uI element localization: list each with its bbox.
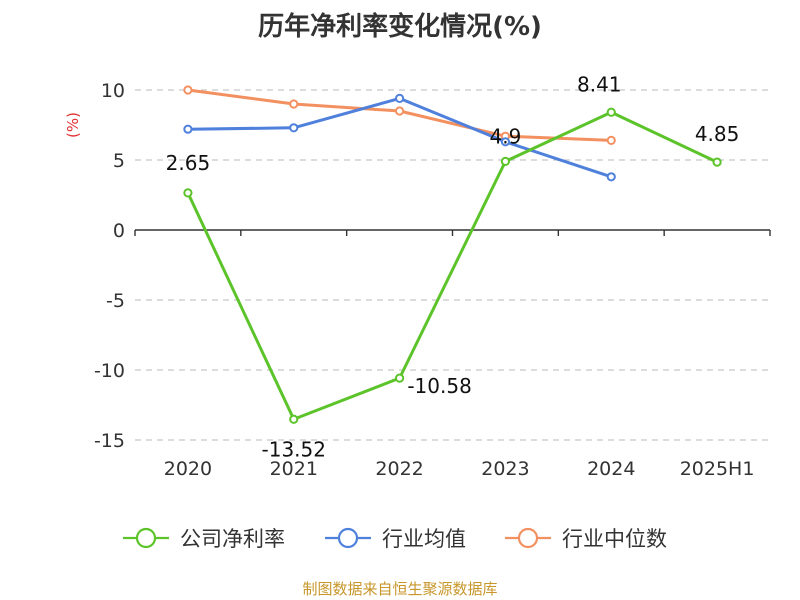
data-label: -13.52 xyxy=(262,437,326,461)
x-tick-label: 2025H1 xyxy=(680,458,755,480)
source-footer: 制图数据来自恒生聚源数据库 xyxy=(302,580,498,598)
data-point xyxy=(289,123,299,133)
data-point xyxy=(394,106,405,116)
y-tick-label: 0 xyxy=(113,220,125,242)
y-axis-label: (%) xyxy=(64,112,82,138)
y-tick-label: 10 xyxy=(101,80,125,102)
data-point xyxy=(606,107,616,117)
chart-title: 历年净利率变化情况(%) xyxy=(258,12,542,42)
legend-marker xyxy=(337,527,359,549)
data-label: 2.65 xyxy=(166,151,211,175)
y-tick-label: 5 xyxy=(113,150,125,172)
y-tick-label: -5 xyxy=(106,290,125,312)
data-point xyxy=(183,124,193,134)
x-tick-label: 2020 xyxy=(164,458,212,480)
data-point xyxy=(712,157,722,167)
x-tick-label: 2023 xyxy=(481,458,529,480)
legend-label: 行业均值 xyxy=(382,527,466,551)
x-tick-label: 2022 xyxy=(375,458,423,480)
legend-marker xyxy=(135,527,157,549)
data-point xyxy=(394,93,405,104)
legend-label: 公司净利率 xyxy=(180,527,285,551)
y-tick-label: -15 xyxy=(94,430,125,452)
y-tick-label: -10 xyxy=(94,360,125,382)
data-point xyxy=(500,137,511,147)
data-point xyxy=(183,188,193,198)
series-line xyxy=(186,110,718,421)
data-label: 8.41 xyxy=(577,72,622,96)
data-point xyxy=(183,85,193,95)
data-point xyxy=(289,99,299,109)
legend-marker xyxy=(517,527,539,549)
data-point xyxy=(289,414,299,424)
data-label: -10.58 xyxy=(407,374,471,398)
data-point xyxy=(394,373,405,383)
data-label: 4.85 xyxy=(695,122,740,146)
x-tick-label: 2021 xyxy=(270,458,318,480)
data-point xyxy=(606,135,616,145)
x-tick-label: 2024 xyxy=(587,458,635,480)
data-point xyxy=(500,156,511,166)
data-label: 4.9 xyxy=(490,124,522,148)
legend-label: 行业中位数 xyxy=(562,527,667,551)
data-point xyxy=(606,172,616,182)
